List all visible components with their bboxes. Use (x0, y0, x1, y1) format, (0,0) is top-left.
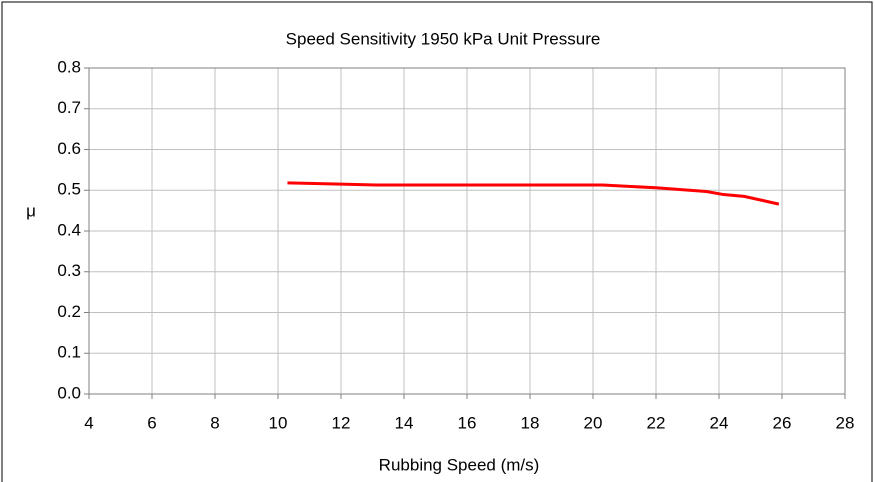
y-tick-label: 0.4 (57, 220, 81, 239)
y-tick-label: 0.8 (57, 57, 81, 76)
chart-title: Speed Sensitivity 1950 kPa Unit Pressure (286, 29, 601, 48)
y-tick-label: 0.0 (57, 383, 81, 402)
x-tick-label: 16 (458, 413, 477, 432)
y-tick-label: 0.7 (57, 98, 81, 117)
x-tick-label: 22 (647, 413, 666, 432)
x-tick-label: 18 (521, 413, 540, 432)
y-tick-label: 0.1 (57, 343, 81, 362)
x-tick-label: 4 (84, 413, 93, 432)
x-tick-label: 12 (332, 413, 351, 432)
y-axis-label: μ (26, 201, 36, 220)
data-line (287, 181, 780, 206)
plot-area (88, 67, 846, 395)
x-tick-label: 24 (710, 413, 729, 432)
x-tick-label: 6 (147, 413, 156, 432)
x-axis-label: Rubbing Speed (m/s) (379, 455, 540, 474)
y-tick-label: 0.6 (57, 139, 81, 158)
x-tick-label: 8 (210, 413, 219, 432)
x-tick-label: 20 (584, 413, 603, 432)
x-tick-label: 10 (269, 413, 288, 432)
y-tick-label: 0.2 (57, 302, 81, 321)
y-tick-label: 0.3 (57, 261, 81, 280)
x-tick-label: 26 (773, 413, 792, 432)
x-tick-label: 28 (836, 413, 855, 432)
x-tick-label: 14 (395, 413, 414, 432)
y-tick-label: 0.5 (57, 180, 81, 199)
